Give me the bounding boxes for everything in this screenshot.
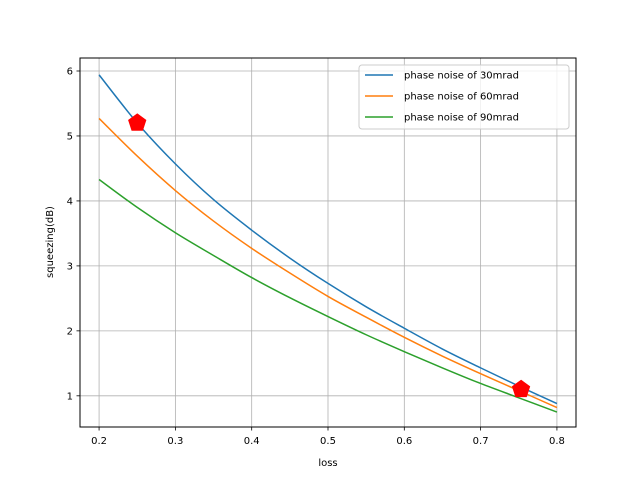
pentagon-marker-2 [511, 379, 531, 398]
series-layer [98, 74, 558, 413]
pentagon-marker-1 [128, 113, 147, 131]
x-tick-label: 0.3 [167, 436, 183, 447]
legend: phase noise of 30mrad phase noise of 60mr… [358, 64, 570, 130]
x-tick-label: 0.6 [396, 436, 412, 447]
legend-label-3: phase noise of 90mrad [404, 113, 519, 124]
x-tick-label: 0.2 [91, 436, 107, 447]
y-tick-label: 5 [67, 131, 73, 142]
x-tick-label: 0.7 [473, 436, 489, 447]
marker-layer [128, 113, 531, 398]
y-tick-label: 1 [67, 391, 73, 402]
y-axis-ticks: 1 2 3 4 5 6 [67, 66, 80, 402]
legend-label-2: phase noise of 60mrad [404, 92, 519, 103]
y-tick-label: 3 [67, 261, 73, 272]
y-tick-label: 6 [67, 66, 73, 77]
legend-label-1: phase noise of 30mrad [404, 71, 519, 82]
x-tick-label: 0.4 [244, 436, 260, 447]
y-axis-label: squeezing(dB) [45, 206, 56, 278]
series-line-3 [98, 178, 558, 413]
grid-lines [80, 58, 576, 427]
x-tick-label: 0.8 [549, 436, 565, 447]
y-tick-label: 2 [67, 326, 73, 337]
x-axis-label: loss [318, 458, 337, 469]
series-line-2 [98, 117, 558, 409]
x-axis-ticks: 0.2 0.3 0.4 0.5 0.6 0.7 0.8 [91, 427, 565, 447]
series-line-1 [98, 74, 558, 405]
y-tick-label: 4 [67, 196, 73, 207]
legend-box [358, 64, 570, 130]
x-tick-label: 0.5 [320, 436, 336, 447]
